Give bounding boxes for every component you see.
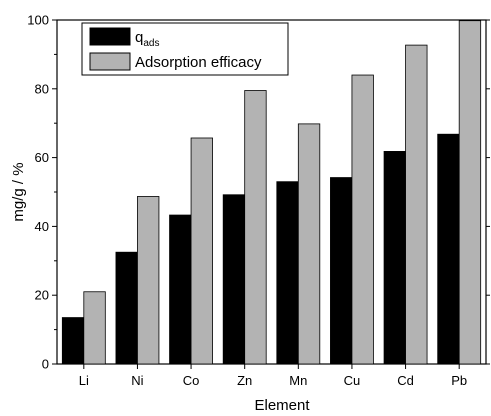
x-axis-title: Element — [254, 397, 310, 414]
x-tick-label-zn: Zn — [237, 373, 252, 388]
x-axis: Li Ni Co Zn Mn Cu Cd Pb — [79, 364, 467, 388]
legend-label-ads-subscript: ads — [143, 38, 159, 49]
legend-swatch-qads — [89, 27, 131, 46]
y-axis: 0 20 40 60 80 100 — [27, 13, 490, 372]
bar-qads-cd — [383, 151, 406, 365]
y-tick-label-100: 100 — [27, 13, 49, 28]
bar-qads-pb — [437, 133, 460, 365]
bar-qads-mn — [276, 181, 299, 365]
y-axis-title: mg/g / % — [10, 162, 27, 221]
bar-qads-zn — [222, 194, 246, 365]
x-tick-label-pb: Pb — [451, 373, 467, 388]
bar-adsorption-efficacy-co — [190, 137, 213, 365]
x-tick-label-cu: Cu — [344, 373, 361, 388]
y-tick-label-60: 60 — [35, 150, 49, 165]
bar-adsorption-efficacy-ni — [137, 196, 160, 365]
legend-label-qads: qads — [135, 29, 159, 49]
x-tick-label-cd: Cd — [397, 373, 414, 388]
bar-adsorption-efficacy-mn — [297, 123, 321, 365]
bars-layer — [61, 20, 482, 365]
legend-label-adsorption-efficacy: Adsorption efficacy — [135, 54, 262, 71]
bar-adsorption-efficacy-li — [83, 291, 106, 365]
bar-adsorption-efficacy-zn — [244, 90, 267, 365]
bar-qads-co — [169, 214, 192, 365]
bar-adsorption-efficacy-cu — [351, 74, 374, 365]
y-tick-label-40: 40 — [35, 219, 49, 234]
y-tick-label-0: 0 — [42, 357, 49, 372]
legend-swatch-adsorption-efficacy — [89, 52, 131, 71]
bar-adsorption-efficacy-cd — [405, 44, 428, 365]
x-tick-label-mn: Mn — [289, 373, 307, 388]
x-tick-label-li: Li — [79, 373, 89, 388]
x-tick-label-ni: Ni — [131, 373, 143, 388]
bar-qads-li — [61, 317, 85, 365]
legend-label-q: q — [135, 29, 143, 46]
y-tick-label-20: 20 — [35, 288, 49, 303]
x-tick-label-co: Co — [183, 373, 200, 388]
bar-qads-cu — [330, 177, 353, 365]
bar-adsorption-efficacy-pb — [458, 20, 482, 365]
bar-qads-ni — [115, 251, 138, 365]
y-tick-label-80: 80 — [35, 81, 49, 96]
legend: qads Adsorption efficacy — [81, 22, 289, 76]
